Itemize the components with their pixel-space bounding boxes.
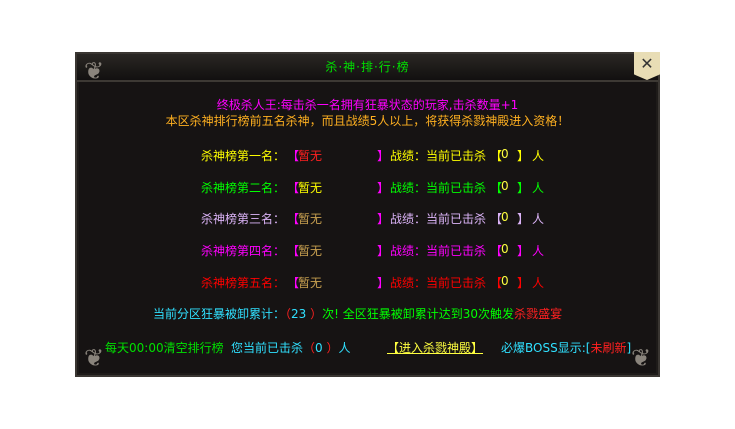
rank-player-name: 暂无 (298, 244, 323, 258)
title-bar: 杀·神·排·行·榜 (77, 54, 658, 82)
kill-unit: 人 (532, 276, 545, 290)
bracket-open: 【 (490, 244, 503, 258)
reset-note: 每天00:00清空排行榜 (105, 341, 224, 355)
bracket-open: 【 (287, 244, 300, 258)
bracket-close: 】 (377, 276, 390, 290)
rank-player-name: 暂无 (298, 149, 323, 163)
rank-player-name: 暂无 (298, 212, 323, 226)
rank-label: 杀神榜第一名： (201, 149, 286, 163)
rank-player-name: 暂无 (298, 276, 323, 290)
bracket-open: 【 (287, 212, 300, 226)
boss-status: 未刷新 (590, 341, 627, 355)
my-kills-label: 您当前已击杀 (231, 341, 304, 355)
stats-event: 杀戮盛宴 (514, 307, 563, 321)
bracket-close: 】 (377, 149, 390, 163)
record-label: 战绩：当前已击杀 (390, 181, 487, 195)
close-button[interactable]: ✕ (634, 52, 660, 80)
kill-unit: 人 (532, 244, 545, 258)
my-kills-unit: 人 (338, 341, 351, 355)
ornament-corner-icon: ❦ (83, 344, 105, 372)
close-icon: ✕ (640, 54, 654, 73)
bracket-close: 】 (517, 212, 530, 226)
intro-line-1: 终极杀人王:每击杀一名拥有狂暴状态的玩家,击杀数量+1 (216, 98, 519, 112)
bracket-close: 】 (517, 149, 530, 163)
bracket-close: 】 (377, 181, 390, 195)
boss-display: 必爆BOSS显示:[未刷新] (501, 341, 632, 355)
record-label: 战绩：当前已击杀 (390, 244, 487, 258)
ranking-window: 杀·神·排·行·榜 ❦ ❦ ❦ ✕ 终极杀人王:每击杀一名拥有狂暴状态的玩家,击… (75, 52, 660, 377)
intro-line-2: 本区杀神排行榜前五名杀神，而且战绩5人以上，将获得杀戮神殿进入资格！ (165, 114, 570, 128)
kill-count: 0 (501, 179, 509, 193)
kill-unit: 人 (532, 212, 545, 226)
bracket-open: 【 (287, 181, 300, 195)
my-kills: 您当前已击杀（0 ）人 (231, 341, 351, 355)
boss-label: 必爆BOSS显示: (501, 341, 586, 355)
bracket-open: 【 (287, 149, 300, 163)
bracket-open: 【 (490, 149, 503, 163)
rank-label: 杀神榜第三名： (201, 212, 286, 226)
stats-prefix: 当前分区狂暴被卸累计： (153, 307, 286, 321)
rank-label: 杀神榜第二名： (201, 181, 286, 195)
bracket-close: 】 (517, 276, 530, 290)
ornament-corner-icon: ❦ (83, 57, 105, 85)
bracket-open: 【 (287, 276, 300, 290)
bracket-open: 【 (490, 181, 503, 195)
kill-count: 0 (501, 210, 509, 224)
stats-suffix: 次! (322, 307, 339, 321)
kill-count: 0 (501, 147, 509, 161)
bracket-open: 【 (490, 276, 503, 290)
bracket-open: 【 (490, 212, 503, 226)
rank-label: 杀神榜第四名： (201, 244, 286, 258)
bracket-close: 】 (377, 244, 390, 258)
stats-count: 23 (291, 307, 307, 321)
kill-count: 0 (501, 242, 509, 256)
ornament-corner-icon: ❦ (630, 344, 652, 372)
rank-player-name: 暂无 (298, 181, 323, 195)
kill-unit: 人 (532, 181, 545, 195)
kill-unit: 人 (532, 149, 545, 163)
enter-temple-button[interactable]: 【进入杀戮神殿】 (387, 341, 484, 355)
bracket-close: 】 (517, 244, 530, 258)
my-kills-value: 0 (315, 341, 323, 355)
record-label: 战绩：当前已击杀 (390, 276, 487, 290)
stats-note: 全区狂暴被卸累计达到30次触发 (342, 307, 515, 321)
kill-count: 0 (501, 274, 509, 288)
bracket-close: 】 (517, 181, 530, 195)
record-label: 战绩：当前已击杀 (390, 212, 487, 226)
window-title: 杀·神·排·行·榜 (325, 60, 410, 74)
bracket-close: 】 (377, 212, 390, 226)
record-label: 战绩：当前已击杀 (390, 149, 487, 163)
rank-label: 杀神榜第五名： (201, 276, 286, 290)
stats-line: 当前分区狂暴被卸累计：（23 ）次! 全区狂暴被卸累计达到30次触发杀戮盛宴 (153, 307, 563, 321)
